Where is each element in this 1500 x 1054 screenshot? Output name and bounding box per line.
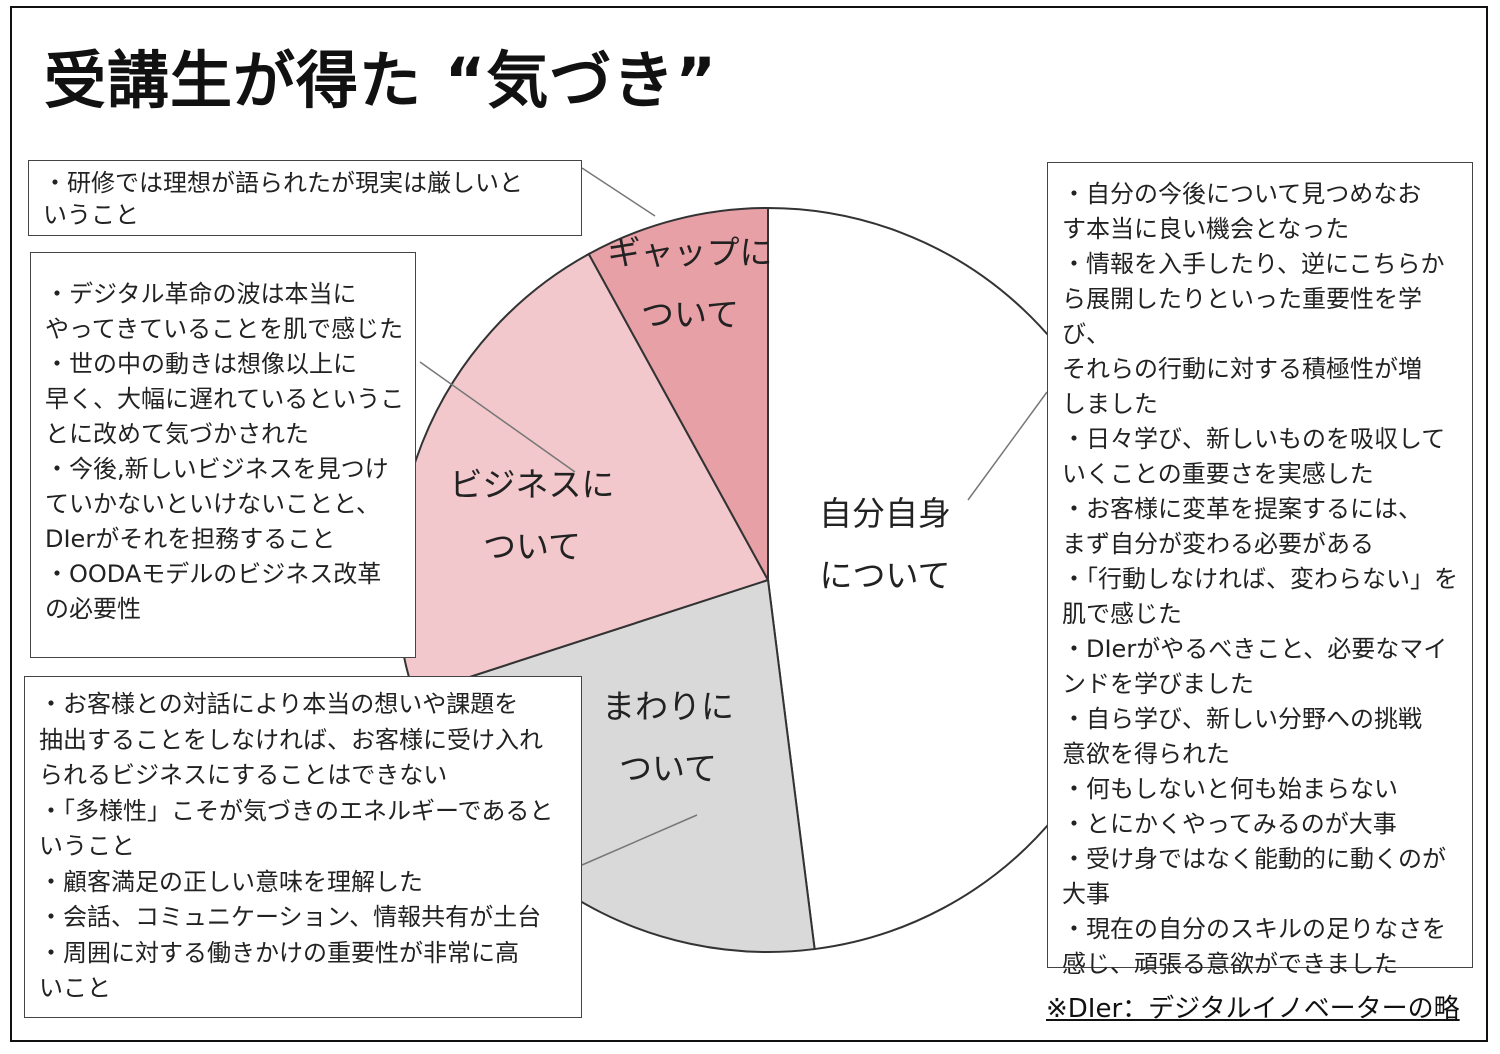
callout-around-line: いうこと <box>39 832 135 860</box>
callout-self-line: いくことの重要さを実感した <box>1062 460 1374 488</box>
callout-self-line: ・現在の自分のスキルの足りなさを <box>1062 915 1446 943</box>
callout-business-line: の必要性 <box>45 595 141 623</box>
callout-self-line: 意欲を得られた <box>1062 740 1230 768</box>
callout-business: ・デジタル革命の波は本当にやってきていることを肌で感じた ・世の中の動きは想像以上… <box>30 252 416 658</box>
callout-self-line: ら展開したりといった重要性を学び、 <box>1062 285 1422 348</box>
callout-business-line: DIerがそれを担務すること <box>45 525 336 553</box>
pie-label-line: ついて <box>483 527 581 566</box>
callout-self-line: それらの行動に対する積極性が増 <box>1062 355 1422 383</box>
callout-self-line: ・「行動しなければ、変わらない」を <box>1062 565 1458 593</box>
callout-gap-list: ・研修では理想が語られたが現実は厳しいと いうこと <box>43 167 571 231</box>
pie-label-line: 自分自身 <box>819 494 951 533</box>
callout-self-list: ・自分の今後について見つめなお す本当に良い機会となった・情報を入手したり、逆にこ… <box>1062 177 1462 982</box>
callout-business-line: ・今後,新しいビジネスを見つけ <box>45 455 389 483</box>
callout-self-line: ・自分の今後について見つめなお <box>1062 180 1422 208</box>
pie-label-line: について <box>819 556 950 595</box>
callout-business-line: 早く、大幅に遅れているというこ <box>45 385 405 413</box>
callout-around-line: いこと <box>39 974 111 1002</box>
pie-slice-gap <box>587 206 769 581</box>
callout-around: ・お客様との対話により本当の想いや課題を 抽出することをしなければ、お客様に受け入… <box>24 676 582 1018</box>
callout-around-line: られるビジネスにすることはできない <box>39 761 448 789</box>
leader-line-business <box>419 361 576 473</box>
callout-self-line: す本当に良い機会となった <box>1062 215 1350 243</box>
callout-self-line: ・とにかくやってみるのが大事 <box>1062 810 1397 838</box>
callout-self-line: ・自ら学び、新しい分野への挑戦 <box>1062 705 1422 733</box>
callout-gap: ・研修では理想が語られたが現実は厳しいと いうこと <box>28 160 582 236</box>
pie-label-line: ギャップに <box>608 233 773 272</box>
callout-self-line: ・お客様に変革を提案するには、 <box>1062 495 1422 523</box>
callout-business-line: ・OODAモデルのビジネス改革 <box>45 560 382 588</box>
leader-line-gap <box>581 167 656 217</box>
slide-frame <box>10 6 1488 1042</box>
pie-label-around: まわりについて <box>602 687 734 788</box>
callout-around-line: ・「多様性」こそが気づきのエネルギーであると <box>39 796 554 825</box>
footnote: ※DIer：デジタルイノベーターの略 <box>1046 994 1460 1024</box>
callout-self-line: ・情報を入手したり、逆にこちらか <box>1062 250 1445 278</box>
callout-self-line: しました <box>1062 390 1158 418</box>
callout-self-line: ・日々学び、新しいものを吸収して <box>1062 425 1446 453</box>
slide-title: 受講生が得た “気づき” <box>44 44 718 117</box>
callout-self-line: ・受け身ではなく能動的に動くのが <box>1062 845 1446 873</box>
callout-self-line: ・DIerがやるべきこと、必要なマイ <box>1062 635 1448 663</box>
callout-self: ・自分の今後について見つめなお す本当に良い機会となった・情報を入手したり、逆にこ… <box>1047 162 1473 978</box>
leader-line-around <box>581 814 698 866</box>
callout-gap-line: ・研修では理想が語られたが現実は厳しいと <box>43 169 523 197</box>
callout-gap-line: いうこと <box>43 201 139 229</box>
callout-around-list: ・お客様との対話により本当の想いや課題を 抽出することをしなければ、お客様に受け入… <box>39 687 571 1007</box>
pie-label-line: ついて <box>641 295 739 334</box>
leader-line-self <box>967 391 1048 501</box>
callout-around-line: ・お客様との対話により本当の想いや課題を <box>39 690 519 718</box>
callout-around-line: ・会話、コミュニケーション、情報共有が土台 <box>39 903 542 931</box>
callout-business-line: ・世の中の動きは想像以上に <box>45 350 357 378</box>
pie-label-self: 自分自身について <box>819 494 951 595</box>
callout-business-line: とに改めて気づかされた <box>45 420 309 448</box>
pie-label-line: ついて <box>619 749 717 788</box>
pie-label-gap: ギャップについて <box>608 233 773 334</box>
callout-around-line: ・周囲に対する働きかけの重要性が非常に高 <box>39 938 519 967</box>
callout-self-line: 大事 <box>1062 880 1110 908</box>
pie-label-line: まわりに <box>602 687 734 726</box>
pie-label-line: ビジネスに <box>450 465 615 504</box>
callout-business-list: ・デジタル革命の波は本当にやってきていることを肌で感じた ・世の中の動きは想像以上… <box>45 277 405 627</box>
callout-business-line: ・デジタル革命の波は本当に <box>45 280 357 308</box>
callout-business-line: やってきていることを肌で感じた <box>45 315 404 343</box>
callout-self-line: ・何もしないと何も始まらない <box>1062 775 1398 803</box>
callout-self-line: 感じ、頑張る意欲ができました <box>1062 950 1398 978</box>
pie-label-business: ビジネスについて <box>450 465 615 566</box>
callout-self-line: ンドを学びました <box>1062 670 1254 698</box>
callout-self-line: まず自分が変わる必要がある <box>1062 530 1374 558</box>
callout-business-line: ていかないといけないことと、 <box>45 490 381 518</box>
callout-around-line: 抽出することをしなければ、お客様に受け入れ <box>39 725 543 754</box>
callout-self-line: 肌で感じた <box>1062 600 1182 628</box>
callout-around-line: ・顧客満足の正しい意味を理解した <box>39 867 423 896</box>
